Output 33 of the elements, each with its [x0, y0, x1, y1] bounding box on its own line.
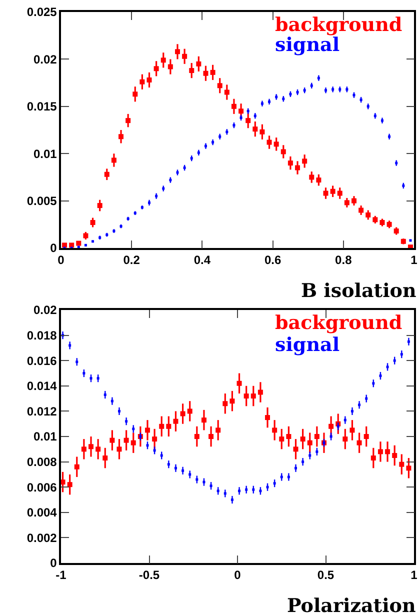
y-tick-label: 0.015 [26, 100, 58, 114]
x-axis-title: Polarization [287, 595, 416, 615]
y-tick-label: 0.008 [26, 455, 58, 469]
y-tick-label: 0 [50, 556, 58, 570]
text: background [275, 312, 402, 334]
y-tick-label: 0.018 [26, 328, 58, 342]
y-tick-label: 0.025 [26, 5, 58, 20]
y-tick-label: 0.01 [33, 430, 58, 444]
x-tick-label: 0.2 [123, 253, 140, 268]
x-tick-label: 0.8 [335, 253, 352, 268]
x-tick-label: 1 [410, 568, 418, 582]
y-tick-label: 0.004 [26, 506, 58, 520]
y-tick-label: 0.006 [26, 480, 58, 494]
y-tick-label: 0.01 [33, 146, 58, 161]
y-tick-label: 0.016 [26, 354, 58, 368]
y-tick-label: 0.005 [26, 194, 58, 208]
y-tick-label: 0.02 [33, 303, 58, 318]
y-tick-label: 0.014 [26, 379, 58, 394]
x-axis-title: B isolation [301, 280, 416, 302]
x-tick-label: 0.5 [317, 568, 334, 582]
x-tick-label: 0.4 [194, 253, 211, 268]
series-label: signal [275, 34, 340, 56]
x-tick-label: -0.5 [138, 568, 160, 582]
x-tick-label: 1 [410, 253, 418, 268]
x-tick-label: 0.6 [264, 253, 282, 268]
y-tick-label: 0.002 [26, 530, 58, 545]
y-tick-label: 0.012 [26, 404, 58, 418]
y-tick-label: 0 [50, 241, 58, 256]
x-tick-label: 0 [234, 568, 242, 582]
text: background [275, 14, 402, 36]
y-tick-label: 0.02 [33, 52, 58, 66]
x-tick-label: -1 [56, 568, 67, 582]
text: signal [275, 334, 340, 356]
